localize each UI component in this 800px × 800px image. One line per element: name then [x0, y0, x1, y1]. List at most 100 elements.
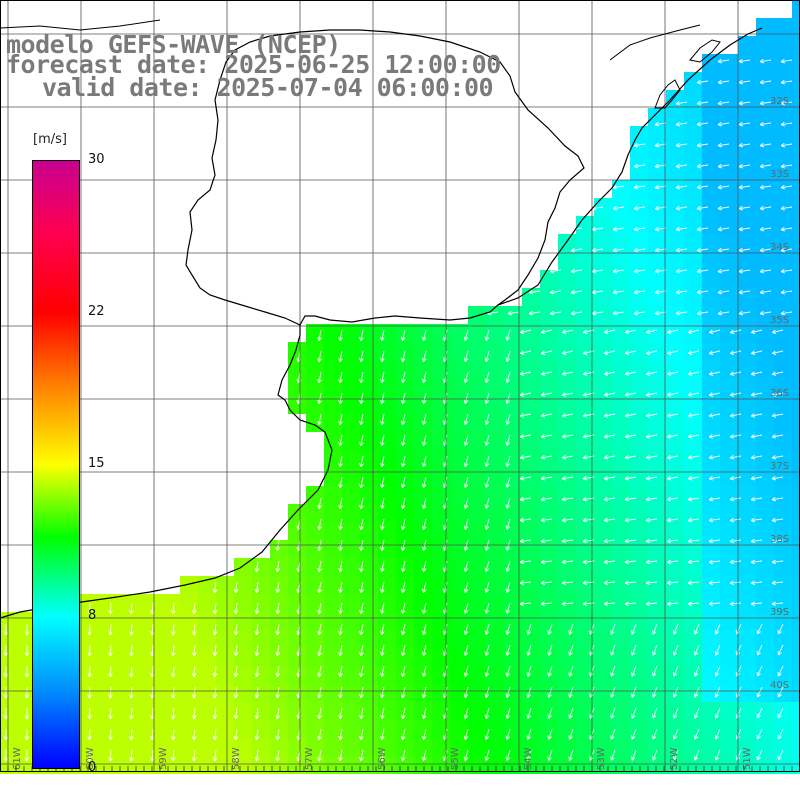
wind-arrow: [421, 581, 427, 593]
wind-cell: [360, 612, 378, 630]
wind-arrow: [526, 728, 532, 740]
wind-arrow: [591, 289, 604, 295]
wind-cell: [612, 756, 630, 774]
wind-arrow: [401, 560, 406, 573]
wind-cell: [432, 522, 450, 540]
wind-cell: [270, 576, 288, 594]
wind-cell: [702, 342, 720, 360]
wind-arrow: [484, 350, 490, 362]
wind-cell: [486, 504, 504, 522]
wind-cell: [702, 270, 720, 288]
wind-cell: [324, 432, 342, 450]
wind-cell: [504, 648, 522, 666]
wind-cell: [756, 648, 774, 666]
wind-arrow: [359, 434, 364, 447]
wind-cell: [666, 450, 684, 468]
wind-cell: [558, 324, 576, 342]
wind-cell: [576, 396, 594, 414]
wind-arrow: [777, 644, 784, 656]
wind-arrow: [756, 707, 763, 719]
wind-cell: [666, 252, 684, 270]
wind-cell: [630, 540, 648, 558]
wind-arrow: [421, 686, 427, 698]
wind-arrow: [129, 728, 134, 741]
wind-cell: [540, 270, 558, 288]
wind-arrow: [729, 350, 742, 355]
wind-arrow: [591, 226, 604, 232]
wind-cell: [648, 378, 666, 396]
wind-cell: [612, 684, 630, 702]
wind-arrow: [604, 329, 616, 335]
wind-arrow: [666, 434, 679, 439]
wind-cell: [594, 252, 612, 270]
wind-arrow: [603, 517, 616, 523]
wind-cell: [666, 648, 684, 666]
wind-cell: [324, 666, 342, 684]
wind-arrow: [561, 392, 574, 397]
wind-arrow: [610, 707, 616, 719]
wind-cell: [774, 630, 792, 648]
wind-cell: [612, 576, 630, 594]
wind-cell: [468, 738, 486, 756]
wind-cell: [324, 738, 342, 756]
wind-arrow: [561, 350, 574, 355]
wind-arrow: [631, 686, 637, 698]
wind-arrow: [654, 163, 667, 169]
wind-cell: [234, 630, 252, 648]
wind-cell: [360, 486, 378, 504]
wind-cell: [702, 450, 720, 468]
wind-cell: [612, 630, 630, 648]
wind-cell: [450, 756, 468, 774]
wind-cell: [738, 594, 756, 612]
wind-arrow: [717, 247, 730, 253]
wind-arrow: [212, 644, 218, 657]
wind-cell: [666, 414, 684, 432]
wind-arrow: [666, 350, 679, 355]
wind-cell: [630, 162, 648, 180]
wind-cell: [432, 540, 450, 558]
wind-cell: [126, 612, 144, 630]
wind-cell: [468, 432, 486, 450]
wind-arrow: [401, 434, 406, 447]
wind-cell: [684, 306, 702, 324]
wind-arrow: [624, 475, 637, 481]
wind-arrow: [603, 413, 616, 418]
wind-cell: [774, 684, 792, 702]
wind-cell: [756, 126, 774, 144]
wind-arrow: [24, 707, 30, 720]
wind-arrow: [484, 728, 490, 740]
wind-cell: [414, 342, 432, 360]
lon-label: 53W: [596, 747, 607, 770]
wind-cell: [468, 378, 486, 396]
wind-cell: [270, 630, 288, 648]
wind-cell: [738, 702, 756, 720]
wind-cell: [216, 702, 234, 720]
wind-arrow: [540, 413, 553, 418]
wind-cell: [684, 756, 702, 774]
wind-cell: [630, 612, 648, 630]
wind-arrow: [645, 559, 658, 565]
wind-cell: [378, 720, 396, 738]
wind-cell: [630, 396, 648, 414]
wind-cell: [774, 324, 792, 342]
wind-cell: [738, 54, 756, 72]
wind-cell: [720, 378, 738, 396]
wind-arrow: [738, 226, 751, 232]
wind-arrow: [568, 644, 574, 656]
wind-cell: [738, 666, 756, 684]
wind-arrow: [317, 413, 322, 426]
wind-arrow: [526, 707, 532, 719]
wind-cell: [432, 756, 450, 774]
wind-cell: [666, 522, 684, 540]
wind-cell: [288, 684, 306, 702]
wind-arrow: [463, 392, 469, 404]
wind-cell: [648, 126, 666, 144]
wind-cell: [630, 720, 648, 738]
wind-cell: [342, 342, 360, 360]
wind-cell: [486, 684, 504, 702]
wind-arrow: [484, 392, 490, 404]
wind-arrow: [170, 686, 176, 699]
wind-arrow: [645, 392, 658, 397]
wind-cell: [396, 612, 414, 630]
wind-cell: [558, 450, 576, 468]
